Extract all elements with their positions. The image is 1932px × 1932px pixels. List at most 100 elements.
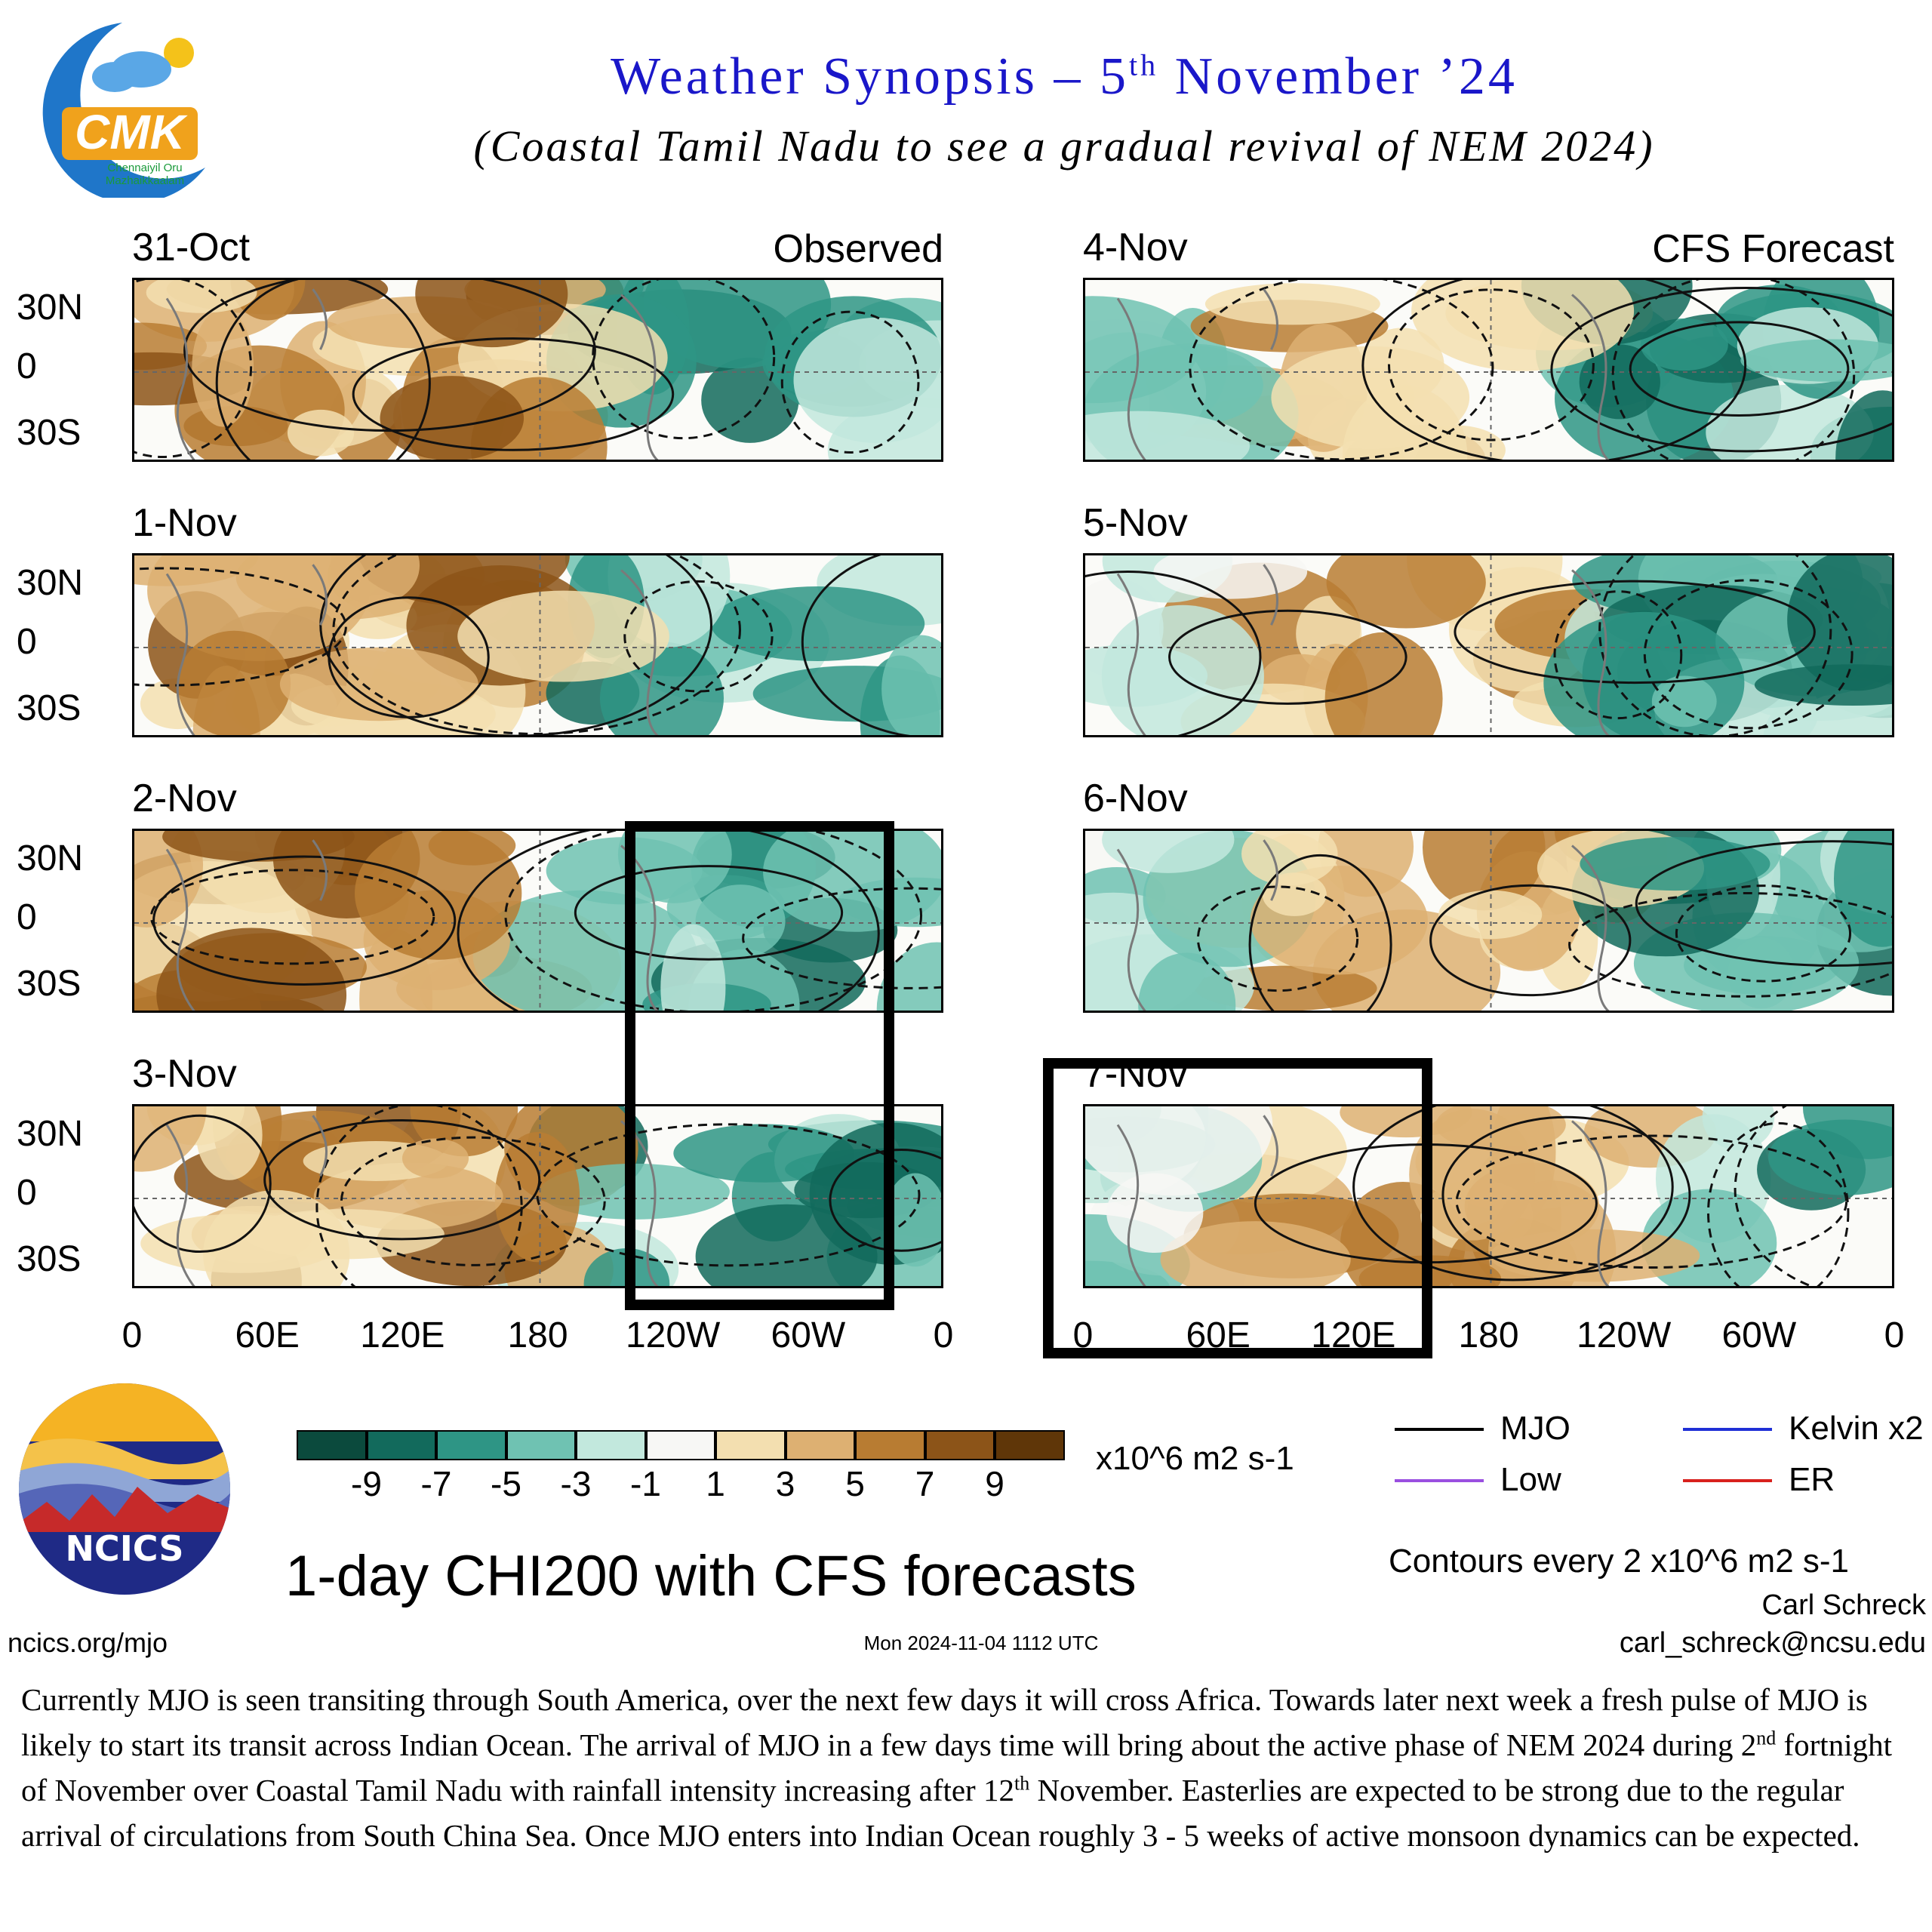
forecast-label: CFS Forecast [1652,227,1894,271]
anomaly-map-svg [134,555,941,735]
anomaly-blob [1160,1221,1351,1286]
anomaly-blob [401,1138,469,1179]
colorbar-swatch [995,1430,1065,1460]
lon-tick-label: 120W [625,1315,721,1355]
map-panel [1083,829,1894,1013]
legend-line [1683,1479,1772,1482]
mjo-contour [1189,280,1494,460]
anomaly-blob [763,831,941,932]
mjo-contour [134,567,347,687]
anomaly-blob [355,831,522,960]
mjo-contour [134,1114,272,1254]
mjo-contour [1598,555,1832,735]
coastline [165,1115,659,1286]
mjo-contour [152,855,457,986]
lon-tick-label: 60E [1186,1315,1251,1355]
svg-text:NCICS: NCICS [65,1528,183,1569]
anomaly-blob [287,409,355,457]
mjo-contour [332,555,741,735]
map-panel [132,278,943,462]
mjo-contour [457,831,880,1011]
cmk-logo: CMK Chennaiyil Oru Mazhaikkaalam [9,17,213,204]
mjo-contour [742,887,941,989]
coastline [165,288,659,460]
anomaly-blob [1085,411,1250,460]
map-panel [132,553,943,737]
map-panel [132,1104,943,1288]
mjo-contour [1085,571,1262,735]
anomaly-blob [156,928,347,1011]
colorbar-tick-label: 9 [985,1464,1004,1503]
panel-date-label: 31-Oct [132,226,251,269]
anomaly-blob [793,317,941,444]
mjo-contour [829,1149,941,1252]
colorbar-tick-label: 3 [775,1464,795,1503]
panel-date-label: 3-Nov [132,1052,237,1096]
anomaly-blob [330,555,420,605]
mjo-contour [1707,1121,1850,1286]
contour-note: Contours every 2 x10^6 m2 s-1 [1389,1543,1850,1580]
anomaly-blob [147,555,370,661]
panel-date-label: 2-Nov [132,777,237,820]
colorbar-swatch [715,1430,786,1460]
synopsis-text: Currently MJO is seen transiting through… [21,1682,1892,1853]
colorbar-swatch [645,1430,715,1460]
legend-line [1395,1479,1484,1482]
mjo-contour [801,555,911,735]
colorbar-tick-label: -1 [630,1464,661,1503]
lat-tick-label: 0 [17,346,37,386]
mjo-contour [1454,580,1816,685]
panel-date-label: 5-Nov [1083,501,1188,545]
panel-date-label: 1-Nov [132,501,237,545]
legend-label: ER [1789,1461,1835,1498]
anomaly-map-svg [134,1106,941,1286]
anomaly-blob [472,890,697,1011]
lat-tick-label: 30S [17,964,82,1004]
mjo-contour [536,1123,921,1267]
anomaly-blob [1271,346,1470,450]
colorbar-tick-label: -7 [420,1464,452,1503]
anomaly-blob [457,590,669,682]
colorbar-swatch [855,1430,925,1460]
mjo-contour [574,865,844,961]
lon-tick-label: 120E [360,1315,445,1355]
colorbar-swatch [506,1430,576,1460]
anomaly-blob [1326,555,1486,629]
anomaly-blob [1101,605,1264,735]
legend-label: Kelvin x2 [1789,1410,1924,1447]
mjo-contour [1568,892,1892,998]
legend-label: Low [1500,1461,1561,1498]
colorbar-swatch [366,1430,436,1460]
anomaly-blob [1640,318,1728,371]
anomaly-blob [146,280,257,313]
mjo-contour [1196,885,1359,992]
lat-tick-label: 30N [17,1114,84,1154]
anomaly-map-svg [1085,555,1892,735]
svg-text:CMK: CMK [75,105,189,159]
anomaly-blob [415,280,568,348]
anomaly-map-svg [1085,831,1892,1011]
anomaly-blob [1411,280,1635,371]
mjo-contour [1643,579,1854,730]
anomaly-blob [1423,831,1546,911]
anomaly-blob [162,831,355,862]
lon-tick-label: 0 [1072,1315,1094,1355]
mjo-contour [1429,884,1632,997]
anomaly-blob [1834,831,1892,947]
colorbar-swatch [924,1430,995,1460]
mjo-contour [263,1119,541,1241]
anomaly-blob [134,1106,207,1172]
highlight-box-indian-ocean [1043,1058,1432,1358]
anomaly-blob [1340,1106,1472,1138]
author-name: Carl Schreck [1761,1589,1927,1621]
anomaly-blob [177,630,291,735]
map-panel [1083,278,1894,462]
anomaly-map-svg [134,831,941,1011]
anomaly-blob [710,586,925,661]
legend-line [1683,1428,1772,1431]
colorbar-swatch [297,1430,367,1460]
lon-tick-label: 120E [1311,1315,1396,1355]
anomaly-blob [660,924,726,1011]
legend-line [1395,1428,1484,1431]
anomaly-blob [1835,390,1892,460]
